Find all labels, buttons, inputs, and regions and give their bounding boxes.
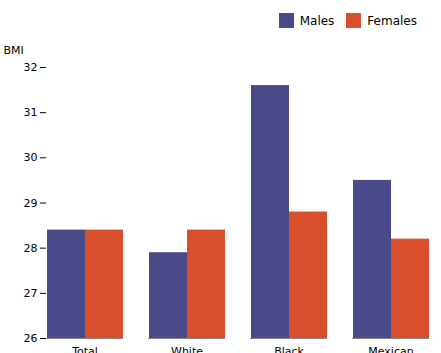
- html-text:Males: Males: [299, 13, 335, 28]
- svg-text:27: 27: [24, 287, 38, 300]
- svg-text:31: 31: [24, 106, 38, 119]
- html-text:Females: Females: [367, 13, 417, 28]
- svg-text:White: White: [171, 345, 203, 353]
- svg-text:28: 28: [24, 242, 38, 255]
- svg-text:Black: Black: [274, 345, 304, 353]
- svg-text:32: 32: [24, 61, 38, 74]
- svg-text:29: 29: [24, 197, 38, 210]
- svg-text:Total: Total: [71, 345, 98, 353]
- svg-text:30: 30: [24, 151, 38, 164]
- svg-text:BMI: BMI: [4, 44, 24, 57]
- svg-text:26: 26: [24, 332, 38, 345]
- svg-text:Mexican: Mexican: [368, 345, 413, 353]
